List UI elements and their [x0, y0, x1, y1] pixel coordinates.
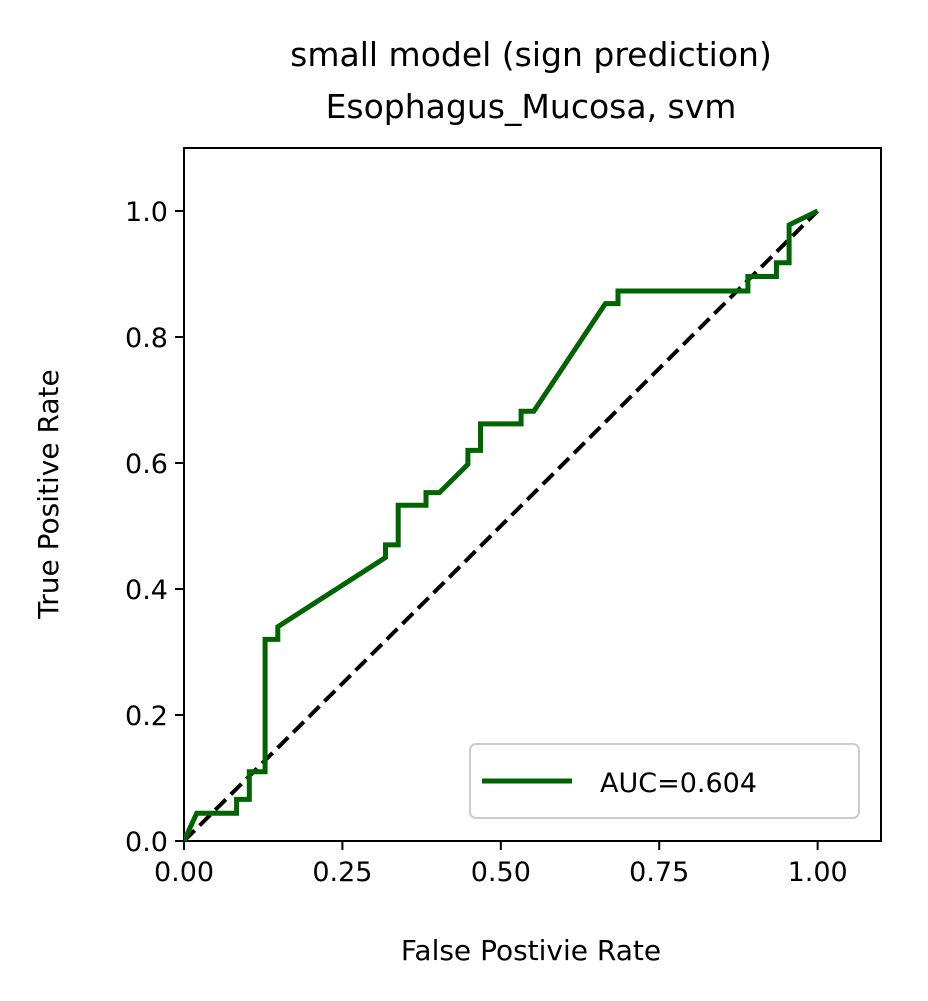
y-tick-label: 0.0: [125, 827, 168, 858]
chart-title: small model (sign prediction): [290, 35, 772, 74]
legend: AUC=0.604: [469, 743, 860, 819]
chance-diagonal-line: [184, 209, 820, 841]
y-tick-label: 0.8: [125, 323, 168, 354]
chart-subtitle: Esophagus_Mucosa, svm: [326, 87, 737, 126]
y-axis-ticks: 0.0 0.2 0.4 0.6 0.8 1.0: [125, 197, 184, 858]
x-tick-label: 1.00: [788, 857, 848, 888]
x-axis-label: False Postivie Rate: [401, 934, 661, 967]
x-tick-label: 0.50: [471, 857, 531, 888]
y-axis-label: True Positive Rate: [32, 369, 65, 619]
roc-curve-line: [184, 208, 819, 841]
y-tick-label: 1.0: [125, 197, 168, 228]
y-tick-label: 0.4: [125, 575, 168, 606]
y-tick-label: 0.2: [125, 701, 168, 732]
x-tick-label: 0.75: [629, 857, 689, 888]
series-group: [184, 208, 820, 841]
x-axis-ticks: 0.00 0.25 0.50 0.75 1.00: [154, 841, 848, 888]
x-tick-label: 0.25: [312, 857, 372, 888]
x-tick-label: 0.00: [154, 857, 214, 888]
plot-area: [183, 147, 882, 842]
legend-label: AUC=0.604: [600, 768, 757, 799]
y-tick-label: 0.6: [125, 449, 168, 480]
legend-box: [469, 743, 860, 819]
